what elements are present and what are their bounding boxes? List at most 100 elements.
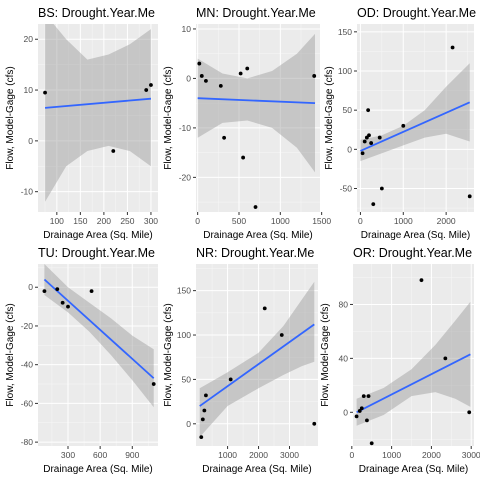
data-point	[199, 74, 204, 78]
data-point	[89, 289, 94, 294]
plot-area	[43, 24, 153, 202]
data-point	[362, 139, 367, 144]
data-point	[354, 414, 359, 419]
regression-line	[360, 101, 471, 152]
chart-panel: MN: Drought.Year.Me 0 500 1000 1500 -20 -10 0 10…	[163, 6, 331, 241]
y-tick-label: 100	[177, 330, 191, 340]
y-axis-label: Flow, Model-Gage (cfs)	[163, 303, 174, 406]
data-point	[312, 74, 317, 78]
data-point	[55, 287, 60, 292]
x-tick-label: 150	[73, 216, 87, 226]
data-point	[366, 108, 371, 113]
chart-title: NR: Drought.Year.Me	[196, 246, 314, 260]
plot-area	[199, 281, 317, 440]
plot-area	[360, 45, 472, 207]
data-point	[204, 78, 208, 83]
x-tick-label: 2000	[422, 450, 441, 460]
data-point	[360, 151, 365, 156]
confidence-band	[360, 63, 470, 162]
chart-title: MN: Drought.Year.Me	[196, 6, 316, 20]
data-point	[359, 406, 364, 411]
plot-background	[38, 24, 158, 212]
y-tick-label: 150	[177, 286, 191, 296]
y-tick-label: 0	[347, 144, 352, 154]
chart-panel: BS: Drought.Year.Me 100 150 200 250 300 -10 0 10…	[5, 6, 158, 241]
confidence-band	[197, 33, 315, 173]
data-point	[361, 394, 366, 399]
x-tick-label: 2000	[437, 216, 456, 226]
regression-line	[43, 278, 155, 379]
plot-background	[38, 264, 158, 446]
plot-area	[197, 33, 317, 209]
data-point	[60, 300, 65, 305]
data-point	[241, 155, 246, 160]
data-point	[200, 417, 205, 422]
y-tick-label: -10	[21, 187, 34, 197]
data-point	[377, 135, 382, 140]
plot-background	[196, 264, 318, 446]
y-axis-label: Flow, Model-Gage (cfs)	[324, 66, 335, 169]
data-point	[467, 194, 472, 199]
data-point	[443, 356, 448, 361]
y-tick-label: 80	[339, 299, 349, 309]
data-point	[197, 61, 202, 66]
chart-panel: NR: Drought.Year.Me 1000 2000 3000 0 50 100 150…	[163, 246, 318, 475]
x-tick-label: 1000	[218, 450, 237, 460]
plot-background	[357, 24, 474, 212]
data-point	[204, 393, 208, 398]
data-point	[144, 88, 149, 92]
data-point	[419, 278, 424, 283]
data-point	[42, 289, 47, 294]
x-axis-label: Drainage Area (Sq. Mile)	[202, 464, 312, 475]
confidence-band	[356, 301, 471, 426]
chart-panel: OR: Drought.Year.Me 0 1000 2000 3000 0 40 80 Dra…	[320, 246, 480, 475]
plot-background	[353, 264, 474, 446]
y-tick-label: -10	[179, 123, 192, 133]
data-point	[111, 149, 116, 153]
data-point	[238, 71, 243, 76]
y-tick-label: 10	[24, 85, 34, 95]
x-tick-label: 600	[93, 450, 107, 460]
data-point	[218, 83, 223, 88]
regression-line	[44, 97, 152, 109]
data-point	[369, 441, 374, 446]
chart-title: TU: Drought.Year.Me	[38, 246, 155, 260]
chart-panel: OD: Drought.Year.Me 0 1000 2000 -50 0 50 100 150…	[324, 6, 476, 241]
chart-title: OD: Drought.Year.Me	[357, 6, 476, 20]
data-point	[262, 306, 267, 311]
x-tick-label: 300	[61, 450, 75, 460]
data-point	[149, 83, 153, 87]
y-tick-label: 0	[186, 419, 191, 429]
data-point	[366, 394, 371, 399]
data-point	[43, 90, 47, 95]
x-tick-label: 900	[125, 450, 139, 460]
confidence-band	[199, 281, 315, 438]
y-axis-label: Flow, Model-Gage (cfs)	[5, 303, 16, 406]
data-point	[228, 377, 233, 382]
x-tick-label: 3000	[462, 450, 480, 460]
data-point	[467, 410, 472, 415]
plot-area	[42, 264, 156, 408]
x-tick-label: 3000	[280, 450, 299, 460]
data-point	[357, 409, 362, 413]
x-tick-label: 250	[120, 216, 134, 226]
x-axis-label: Drainage Area (Sq. Mile)	[43, 230, 153, 241]
chart-title: BS: Drought.Year.Me	[38, 6, 155, 20]
x-tick-label: 0	[349, 450, 354, 460]
x-tick-label: 500	[232, 216, 246, 226]
y-tick-label: 20	[24, 34, 34, 44]
data-point	[365, 418, 369, 423]
y-tick-label: 0	[28, 136, 33, 146]
y-tick-label: -40	[21, 360, 34, 370]
y-tick-label: 40	[339, 353, 349, 363]
data-point	[199, 435, 204, 440]
data-point	[253, 205, 258, 209]
x-axis-label: Drainage Area (Sq. Mile)	[43, 464, 153, 475]
x-tick-label: 300	[144, 216, 158, 226]
data-point	[367, 133, 371, 138]
y-tick-label: -80	[21, 437, 34, 447]
x-tick-label: 200	[97, 216, 111, 226]
data-point	[222, 135, 227, 140]
y-tick-label: 0	[343, 407, 348, 417]
